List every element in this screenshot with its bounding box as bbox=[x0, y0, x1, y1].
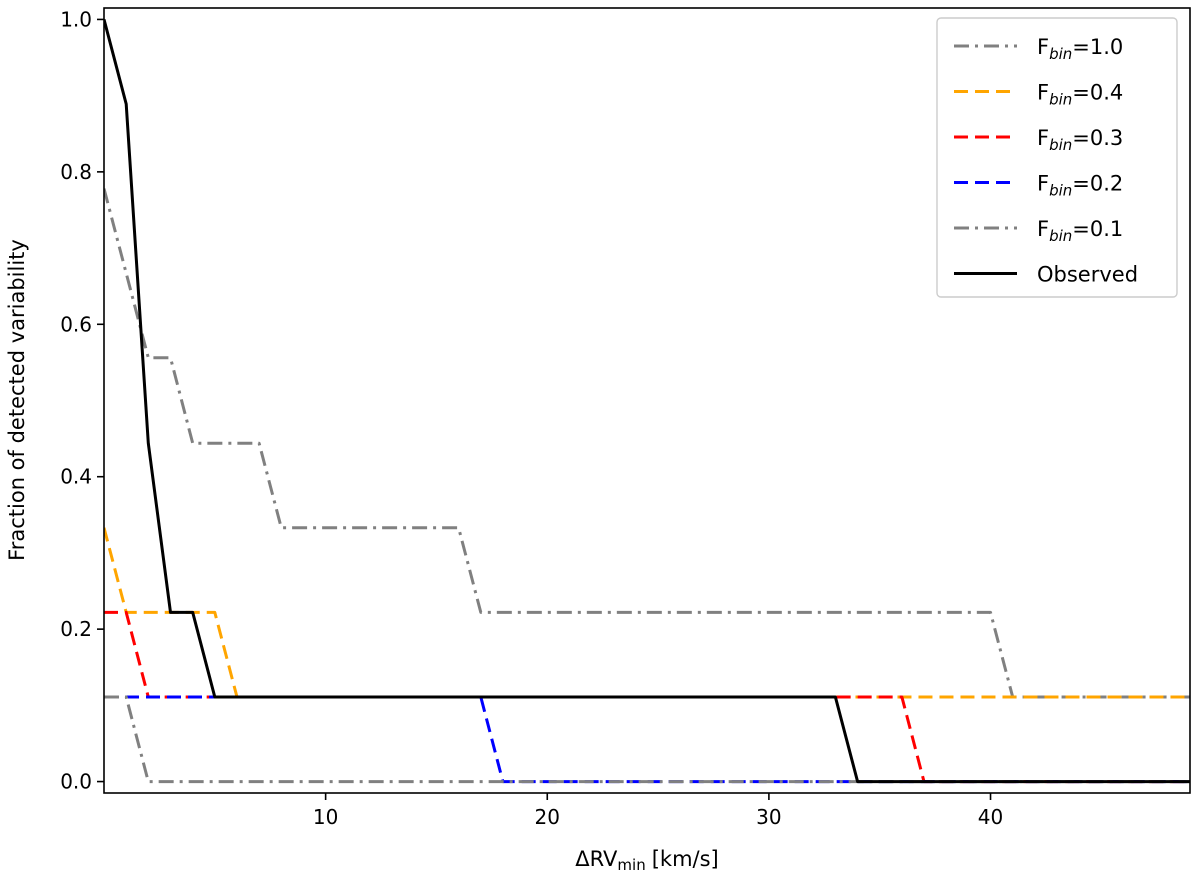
legend-label-f-bin-1-0: Fbin=1.0 bbox=[1037, 35, 1123, 63]
legend-label-f-bin-0-2: Fbin=0.2 bbox=[1037, 172, 1123, 200]
y-axis-label: Fraction of detected variability bbox=[5, 239, 29, 561]
y-tick-label: 0.6 bbox=[60, 312, 92, 336]
legend-label-f-bin-0-1: Fbin=0.1 bbox=[1037, 217, 1123, 245]
x-axis-label: ΔRVmin [km/s] bbox=[575, 847, 719, 874]
x-axis: 10 20 30 40 bbox=[313, 793, 1003, 829]
series-line-f-bin-1-0 bbox=[104, 188, 1190, 699]
legend: Fbin=1.0 Fbin=0.4 Fbin=0.3 Fbin=0.2 Fbin=0.1… bbox=[936, 17, 1178, 298]
plot-frame bbox=[103, 7, 1191, 794]
series-line-f-bin-0-4 bbox=[104, 527, 1190, 699]
legend-label-f-bin-0-4: Fbin=0.4 bbox=[1037, 81, 1123, 109]
legend-label-f-bin-0-3: Fbin=0.3 bbox=[1037, 126, 1123, 154]
x-tick-label: 10 bbox=[313, 805, 338, 829]
y-tick-label: 0.0 bbox=[60, 770, 92, 794]
y-tick-label: 0.4 bbox=[60, 465, 92, 489]
y-axis: 0.0 0.2 0.4 0.6 0.8 1.0 bbox=[60, 7, 104, 794]
x-tick-label: 30 bbox=[756, 805, 781, 829]
x-axis-label-main: ΔRV bbox=[575, 847, 618, 871]
y-tick-label: 0.8 bbox=[60, 160, 92, 184]
series-line-observed bbox=[104, 19, 1190, 784]
series-line-f-bin-0-2 bbox=[104, 695, 1190, 784]
x-tick-label: 20 bbox=[535, 805, 560, 829]
x-axis-label-sub: min bbox=[617, 856, 645, 874]
series-layer bbox=[104, 19, 1190, 784]
y-tick-label: 1.0 bbox=[60, 7, 92, 31]
series-line-f-bin-0-1 bbox=[104, 695, 1190, 784]
y-tick-label: 0.2 bbox=[60, 617, 92, 641]
legend-label-observed: Observed bbox=[1037, 263, 1138, 287]
x-tick-label: 40 bbox=[978, 805, 1003, 829]
x-axis-label-unit: [km/s] bbox=[652, 847, 719, 871]
